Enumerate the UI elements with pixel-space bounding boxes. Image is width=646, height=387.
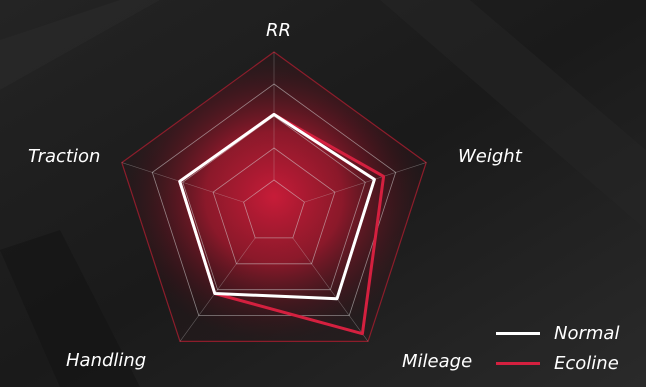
axis-spoke-1	[304, 162, 427, 203]
axis-spoke-4	[121, 162, 244, 203]
axis-label-traction: Traction	[28, 146, 101, 167]
radar-plot	[121, 51, 427, 342]
axis-label-weight: Weight	[458, 146, 522, 167]
legend-label-normal: Normal	[554, 323, 620, 344]
axis-spoke-2	[292, 237, 369, 342]
grid-ring-1	[243, 179, 305, 239]
radar-fill	[121, 52, 427, 342]
axis-label-mileage: Mileage	[402, 351, 473, 372]
grid-ring-4	[151, 83, 397, 317]
legend-label-ecoline: Ecoline	[554, 353, 619, 374]
grid-ring-5	[121, 51, 427, 342]
legend-normal: Normal	[496, 323, 619, 344]
axis-label-rr: RR	[266, 20, 292, 41]
legend-swatch-ecoline	[496, 362, 540, 365]
grid-ring-2	[212, 147, 336, 265]
axis-spoke-3	[179, 237, 256, 342]
legend-ecoline: Ecoline	[496, 353, 619, 374]
axis-label-handling: Handling	[66, 350, 147, 371]
series-line-normal	[178, 112, 376, 301]
legend-swatch-normal	[496, 332, 540, 335]
grid-ring-3	[182, 115, 366, 291]
